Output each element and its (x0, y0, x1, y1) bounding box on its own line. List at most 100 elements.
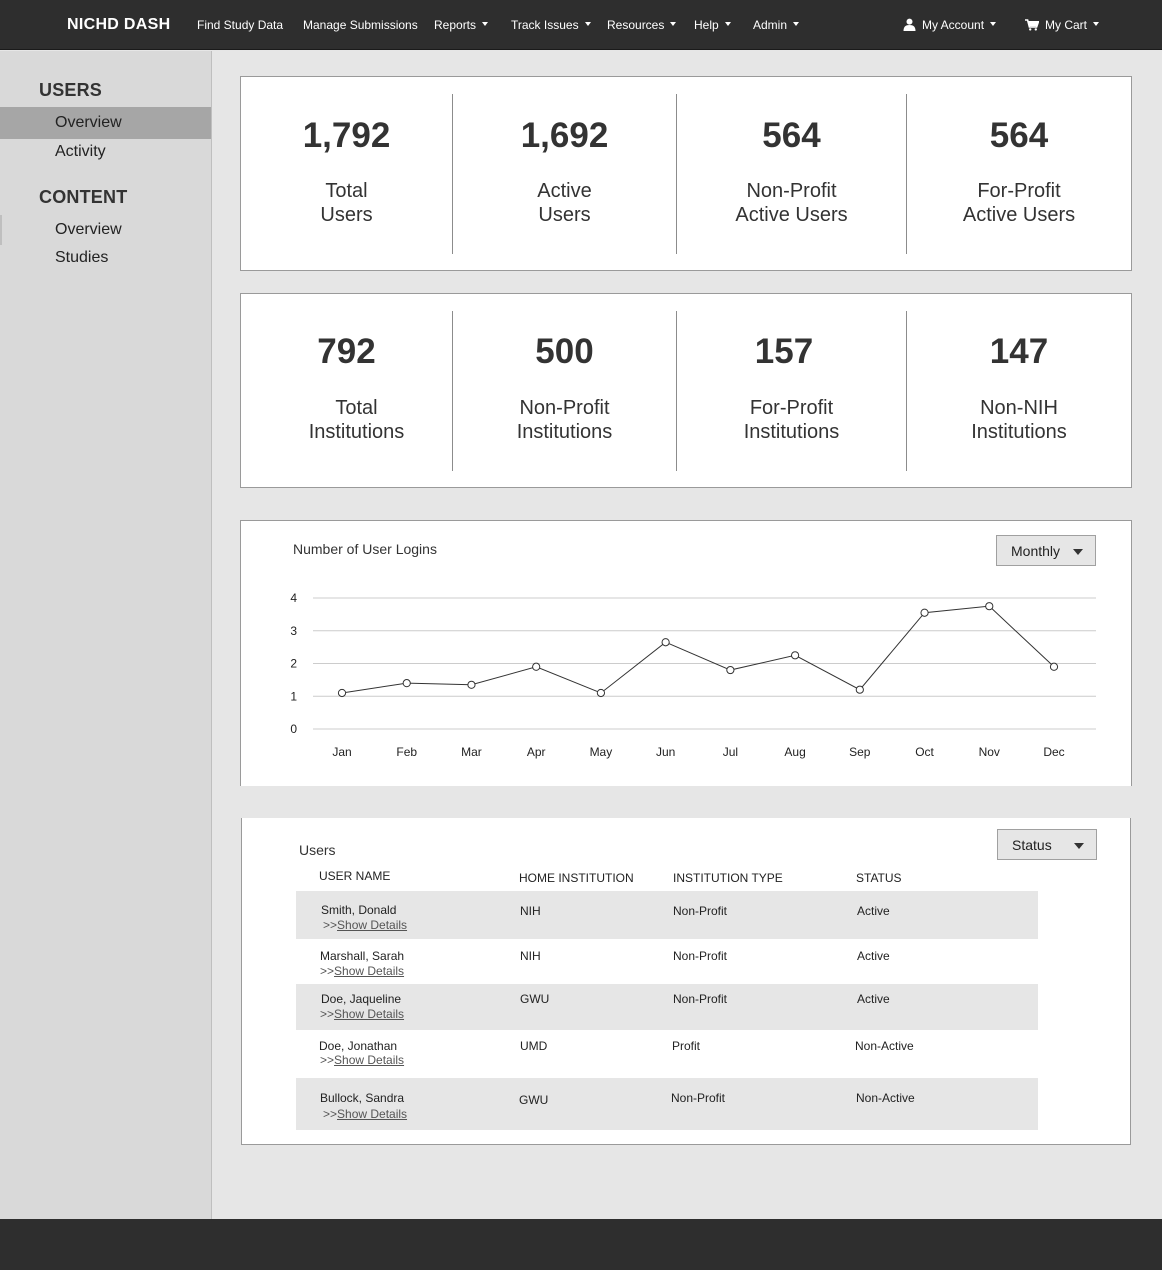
x-tick-label: Mar (461, 745, 482, 759)
column-header-institution-type[interactable]: INSTITUTION TYPE (673, 871, 783, 885)
column-header-home-institution[interactable]: HOME INSTITUTION (519, 871, 634, 885)
nav-my-account[interactable]: My Account (903, 18, 997, 32)
period-dropdown-label: Monthly (1011, 543, 1061, 559)
x-tick-label: Sep (849, 745, 871, 759)
stat-label-line1: Total (335, 397, 378, 419)
show-details-link[interactable]: >>Show Details (323, 1107, 407, 1121)
y-tick-label: 2 (290, 657, 297, 671)
nav-admin[interactable]: Admin (753, 18, 800, 32)
stat-label-line2: Institutions (516, 421, 613, 443)
table-title: Users (299, 842, 336, 858)
stat-label-line1: Total (325, 180, 368, 202)
table-row[interactable]: Doe, Jaqueline >>Show Details GWU Non-Pr… (296, 984, 1038, 1030)
x-tick-label: Feb (396, 745, 417, 759)
stat-divider (676, 311, 677, 471)
status-cell: Active (857, 904, 890, 918)
institution-type-cell: Non-Profit (673, 904, 728, 918)
stat-label-line2: Active Users (962, 204, 1076, 226)
stat-value: 792 (317, 332, 376, 371)
show-details-anchor[interactable]: Show Details (334, 964, 405, 978)
table-row[interactable]: Smith, Donald >>Show Details NIH Non-Pro… (296, 891, 1038, 939)
nav-resources[interactable]: Resources (607, 18, 677, 32)
sidebar-item-users-activity[interactable]: Activity (55, 143, 106, 160)
user-name-cell: Doe, Jaqueline (321, 992, 402, 1006)
sidebar-item-users-overview[interactable]: Overview (0, 107, 211, 139)
stat-label: Non-Profit Institutions (453, 396, 676, 444)
status-cell: Active (857, 949, 890, 963)
show-details-link[interactable]: >>Show Details (323, 918, 407, 932)
sidebar-item-content-studies[interactable]: Studies (55, 249, 109, 266)
x-tick-label: Jun (656, 745, 675, 759)
stat-label-line2: Institutions (971, 421, 1067, 443)
stat-non-nih-institutions: 147 Non-NIH Institutions (907, 294, 1131, 487)
user-icon (903, 18, 916, 32)
table-row[interactable]: Marshall, Sarah >>Show Details NIH Non-P… (296, 939, 1038, 983)
user-name-cell: Bullock, Sandra (320, 1091, 405, 1105)
nav-find-study-data[interactable]: Find Study Data (197, 18, 284, 32)
stat-label: For-Profit Institutions (677, 396, 906, 444)
nav-reports-label: Reports (434, 18, 477, 32)
table-row[interactable]: Doe, Jonathan >>Show Details UMD Profit … (296, 1030, 1038, 1077)
x-tick-label: Nov (979, 745, 1000, 759)
nav-resources-label: Resources (607, 18, 665, 32)
my-account-label: My Account (922, 18, 985, 32)
sidebar-item-content-overview[interactable]: Overview (55, 221, 122, 238)
nav-help[interactable]: Help (694, 18, 731, 32)
x-tick-label: Dec (1043, 745, 1064, 759)
footer-bar (0, 1219, 1162, 1270)
table-row[interactable]: Bullock, Sandra >>Show Details GWU Non-P… (296, 1078, 1038, 1130)
nav-reports[interactable]: Reports (434, 18, 489, 32)
show-details-anchor[interactable]: Show Details (337, 1107, 408, 1121)
x-tick-label: Apr (527, 745, 546, 759)
institution-type-cell: Non-Profit (673, 992, 728, 1006)
show-details-anchor[interactable]: Show Details (337, 918, 408, 932)
my-cart-label: My Cart (1045, 18, 1087, 32)
y-tick-label: 3 (290, 624, 297, 638)
data-point (402, 679, 411, 688)
stat-value: 500 (535, 332, 594, 371)
stat-label: Non-Profit Active Users (677, 179, 906, 227)
y-tick-label: 4 (290, 591, 297, 605)
logins-chart-panel: Number of User Logins Monthly 0 1 2 3 4 Jan Fe… (240, 520, 1132, 786)
top-nav-bar: NICHD DASH Find Study Data Manage Submis… (0, 0, 1162, 50)
nav-manage-submissions[interactable]: Manage Submissions (303, 18, 418, 32)
brand-logo[interactable]: NICHD DASH (67, 16, 171, 33)
show-details-link[interactable]: >>Show Details (320, 1007, 404, 1021)
period-dropdown[interactable]: Monthly (996, 535, 1096, 566)
stat-label-line1: Active (537, 180, 592, 202)
show-details-link[interactable]: >>Show Details (320, 964, 404, 978)
chevron-down-icon (1074, 843, 1084, 849)
stat-value: 157 (754, 332, 814, 371)
show-details-link[interactable]: >>Show Details (320, 1053, 404, 1067)
stat-label-line1: Non-NIH (980, 397, 1058, 419)
data-point (790, 651, 800, 660)
data-point (596, 688, 606, 698)
stat-label-line2: Users (538, 204, 591, 226)
chevron-down-icon (584, 21, 591, 26)
status-filter-dropdown[interactable]: Status (997, 829, 1097, 860)
data-point (1049, 662, 1059, 671)
stat-nonprofit-institutions: 500 Non-Profit Institutions (453, 294, 676, 487)
stat-forprofit-active-users: 564 For-Profit Active Users (907, 77, 1131, 270)
stat-label-line1: For-Profit (977, 180, 1061, 202)
y-tick-label: 0 (290, 722, 297, 736)
stat-value: 1,692 (520, 116, 609, 155)
column-header-status[interactable]: STATUS (856, 871, 902, 885)
cart-icon (1025, 19, 1040, 31)
data-point (532, 662, 541, 671)
stat-value: 564 (989, 116, 1049, 155)
data-point (337, 688, 347, 698)
show-details-anchor[interactable]: Show Details (334, 1007, 405, 1021)
show-details-anchor[interactable]: Show Details (334, 1053, 405, 1067)
institution-type-cell: Non-Profit (671, 1091, 726, 1105)
stat-divider (452, 94, 453, 254)
user-name-cell: Smith, Donald (321, 903, 397, 917)
x-tick-label: Oct (915, 745, 934, 759)
nav-track-issues[interactable]: Track Issues (511, 18, 591, 32)
data-point (920, 608, 929, 617)
column-header-user-name[interactable]: USER NAME (319, 869, 391, 883)
user-name-cell: Doe, Jonathan (319, 1039, 398, 1053)
chevron-down-icon (990, 21, 997, 26)
data-point (855, 685, 864, 694)
nav-my-cart[interactable]: My Cart (1025, 18, 1099, 32)
